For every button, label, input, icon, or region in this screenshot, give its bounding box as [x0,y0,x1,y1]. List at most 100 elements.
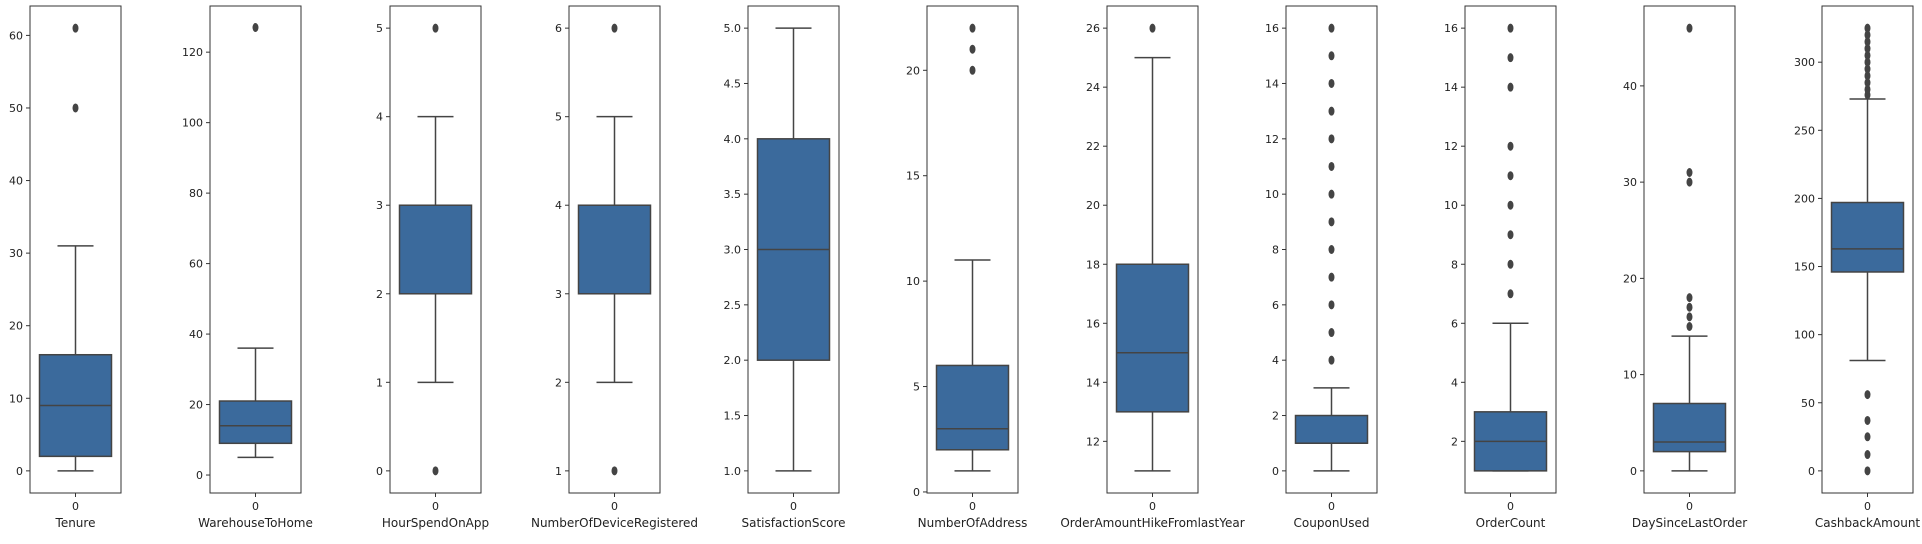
y-tick-label: 4 [555,199,562,212]
y-tick-label: 0 [196,469,203,482]
y-tick-label: 0 [1808,465,1815,478]
y-tick-label: 2 [1451,435,1458,448]
outlier-point [611,23,618,33]
outlier-point [1686,177,1693,187]
outlier-point [611,466,618,476]
x-tick-label: 0 [1864,500,1871,513]
y-tick-label: 100 [182,117,203,130]
outlier-point [1864,432,1871,442]
outlier-point [1328,106,1335,116]
y-tick-label: 2.5 [724,299,742,312]
outlier-point [969,23,976,33]
y-tick-label: 0 [376,465,383,478]
y-tick-label: 120 [182,46,203,59]
outlier-point [1686,312,1693,322]
y-tick-label: 2.0 [724,354,742,367]
outlier-point [1864,78,1871,88]
x-tick-label: 0 [969,500,976,513]
y-tick-label: 1.0 [724,465,742,478]
y-tick-label: 3 [376,199,383,212]
outlier-point [1328,217,1335,227]
outlier-point [1328,189,1335,199]
subplot-CouponUsed: 0 2 4 6 8 10 12 14 16 0 CouponUsed [1265,5,1378,530]
x-tick-label: 0 [1507,500,1514,513]
y-tick-label: 14 [1086,376,1100,389]
outlier-point [1864,64,1871,74]
outlier-point [252,22,259,32]
y-tick-label: 80 [189,187,203,200]
x-tick-label: 0 [252,500,259,513]
outlier-point [72,103,79,113]
y-tick-label: 200 [1794,192,1815,205]
x-axis-label: CashbackAmount [1815,516,1921,530]
outlier-point [1507,53,1514,63]
y-tick-label: 8 [1451,258,1458,271]
outlier-point [1686,302,1693,312]
y-tick-label: 300 [1794,56,1815,69]
outlier-point [432,23,439,33]
outlier-point [1507,289,1514,299]
y-tick-label: 10 [9,392,23,405]
y-tick-label: 2 [1272,410,1279,423]
outlier-point [1507,200,1514,210]
y-tick-label: 0 [1630,465,1637,478]
outlier-point [1864,71,1871,81]
y-tick-label: 4 [1272,354,1279,367]
subplot-DaySinceLastOrder: 0 10 20 30 40 0 DaySinceLastOrder [1623,5,1747,530]
y-tick-label: 14 [1265,77,1279,90]
x-tick-label: 0 [72,500,79,513]
y-tick-label: 40 [1623,80,1637,93]
y-tick-label: 1 [555,465,562,478]
y-tick-label: 12 [1086,435,1100,448]
y-tick-label: 50 [1801,397,1815,410]
outlier-point [1328,300,1335,310]
y-tick-label: 14 [1444,81,1458,94]
subplot-CashbackAmount: 0 50 100 150 200 250 300 0 CashbackAmount [1794,5,1921,530]
subplot-WarehouseToHome: 0 20 40 60 80 100 120 0 WarehouseToHome [182,5,313,530]
y-tick-label: 16 [1265,22,1279,35]
outlier-point [1864,44,1871,54]
outlier-point [72,23,79,33]
y-tick-label: 10 [906,275,920,288]
subplot-OrderCount: 2 4 6 8 10 12 14 16 0 OrderCount [1444,5,1557,530]
x-axis-label: CouponUsed [1294,516,1370,530]
y-tick-label: 16 [1086,317,1100,330]
iqr-box [935,364,1010,451]
outlier-point [1507,259,1514,269]
outlier-point [1328,51,1335,61]
y-tick-label: 6 [1272,299,1279,312]
y-tick-label: 3.0 [724,244,742,257]
y-tick-label: 10 [1623,369,1637,382]
x-axis-label: Tenure [55,516,96,530]
y-tick-label: 12 [1444,140,1458,153]
outlier-point [1864,37,1871,47]
y-tick-label: 20 [189,399,203,412]
y-tick-label: 18 [1086,258,1100,271]
y-tick-label: 30 [1623,176,1637,189]
y-tick-label: 10 [1265,188,1279,201]
outlier-point [1507,141,1514,151]
x-axis-label: NumberOfAddress [918,516,1028,530]
subplot-NumberOfAddress: 0 5 10 15 20 0 NumberOfAddress [906,5,1028,530]
x-tick-label: 0 [432,500,439,513]
subplot-Tenure: 0 10 20 30 40 50 60 0 Tenure [9,5,122,530]
y-tick-label: 40 [189,328,203,341]
outlier-point [1507,23,1514,33]
y-tick-label: 4 [1451,376,1458,389]
subplot-HourSpendOnApp: 0 1 2 3 4 5 0 HourSpendOnApp [376,5,489,530]
outlier-point [1686,321,1693,331]
y-tick-label: 6 [555,22,562,35]
y-tick-label: 100 [1794,329,1815,342]
y-tick-label: 20 [1623,272,1637,285]
y-tick-label: 50 [9,102,23,115]
outlier-point [1507,82,1514,92]
subplot-OrderAmountHikeFromlastYear: 12 14 16 18 20 22 24 26 0 OrderAmountHikeFromlast… [1060,5,1245,530]
outlier-point [1507,230,1514,240]
y-tick-label: 0 [1272,465,1279,478]
x-tick-label: 0 [790,500,797,513]
x-tick-label: 0 [1328,500,1335,513]
x-tick-label: 0 [1149,500,1156,513]
iqr-box [1294,414,1369,444]
y-tick-label: 250 [1794,124,1815,137]
